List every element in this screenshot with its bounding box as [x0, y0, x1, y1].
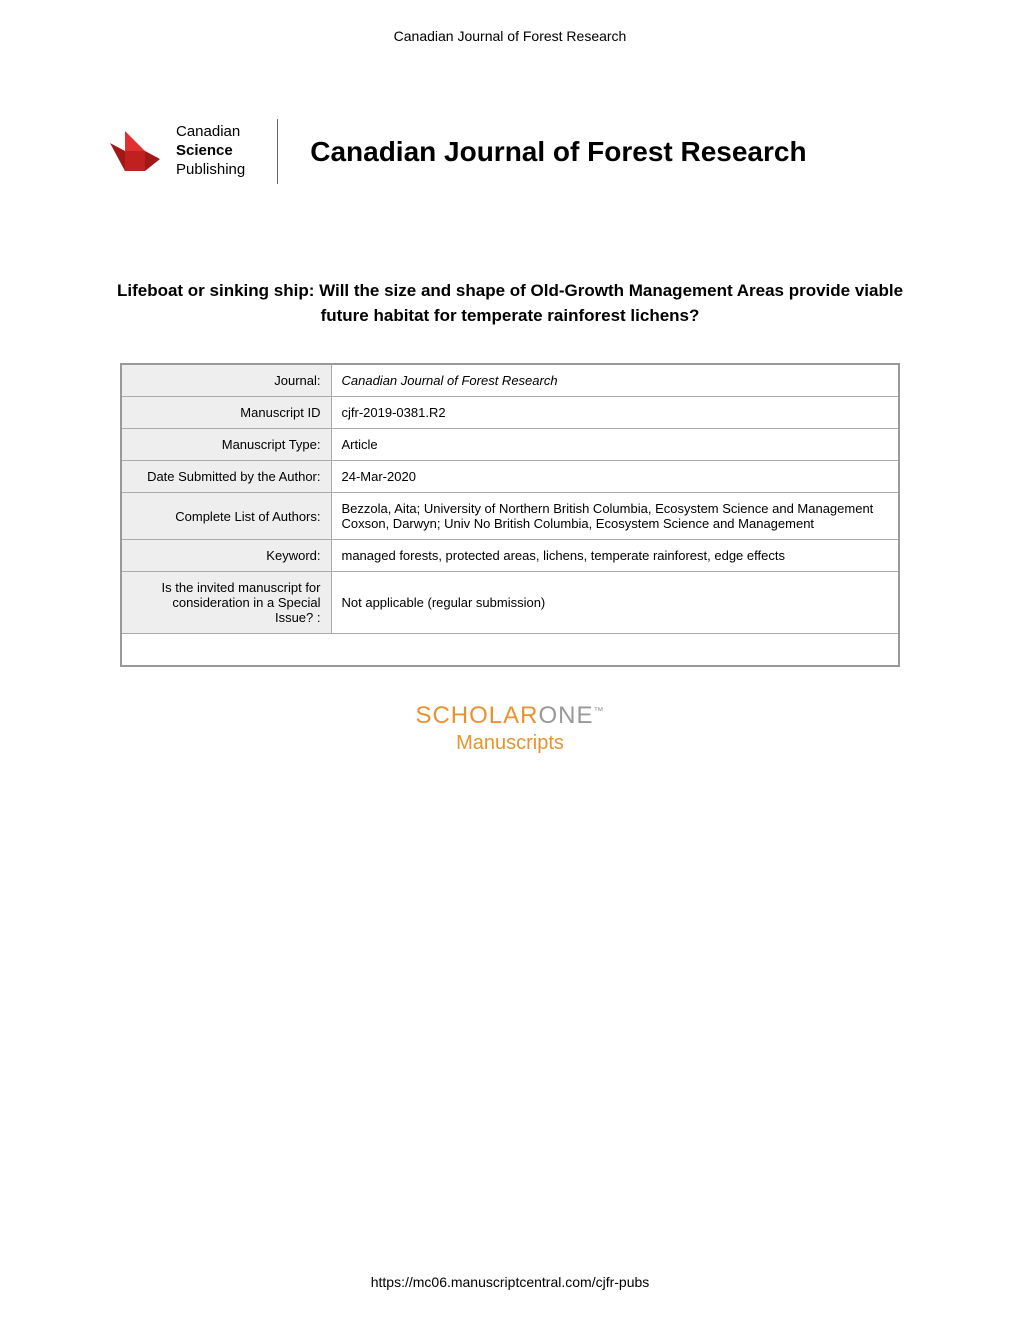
metadata-label: Date Submitted by the Author: — [121, 461, 331, 493]
scholarone-part2: ONE — [539, 702, 594, 729]
logo-divider — [277, 119, 278, 184]
scholarone-part1: SCHOLAR — [415, 702, 538, 729]
table-row: Complete List of Authors:Bezzola, Aita; … — [121, 493, 899, 540]
table-row: Keyword:managed forests, protected areas… — [121, 540, 899, 572]
table-row-empty — [121, 634, 899, 666]
header-journal-name: Canadian Journal of Forest Research — [394, 28, 627, 44]
metadata-value: 24-Mar-2020 — [331, 461, 899, 493]
metadata-value: Bezzola, Aita; University of Northern Br… — [331, 493, 899, 540]
table-row: Journal:Canadian Journal of Forest Resea… — [121, 364, 899, 397]
metadata-label: Complete List of Authors: — [121, 493, 331, 540]
metadata-value: Not applicable (regular submission) — [331, 572, 899, 634]
scholarone-subtitle: Manuscripts — [0, 732, 1020, 755]
publisher-logo: Canadian Science Publishing — [110, 123, 245, 181]
publisher-logo-text: Canadian Science Publishing — [176, 123, 245, 179]
publisher-logo-icon — [110, 123, 168, 181]
metadata-label: Manuscript Type: — [121, 429, 331, 461]
metadata-value: managed forests, protected areas, lichen… — [331, 540, 899, 572]
page-header: Canadian Journal of Forest Research — [0, 0, 1020, 44]
journal-title-large: Canadian Journal of Forest Research — [310, 136, 806, 168]
scholarone-tm: ™ — [594, 706, 605, 717]
metadata-value: Canadian Journal of Forest Research — [331, 364, 899, 397]
metadata-table: Journal:Canadian Journal of Forest Resea… — [120, 363, 900, 667]
footer-url: https://mc06.manuscriptcentral.com/cjfr-… — [371, 1274, 650, 1290]
article-title: Lifeboat or sinking ship: Will the size … — [110, 279, 910, 328]
metadata-label: Journal: — [121, 364, 331, 397]
page-footer: https://mc06.manuscriptcentral.com/cjfr-… — [0, 1274, 1020, 1290]
table-row: Manuscript Type:Article — [121, 429, 899, 461]
table-row: Manuscript IDcjfr-2019-0381.R2 — [121, 397, 899, 429]
metadata-label: Manuscript ID — [121, 397, 331, 429]
metadata-label: Keyword: — [121, 540, 331, 572]
table-row: Is the invited manuscript for considerat… — [121, 572, 899, 634]
metadata-label: Is the invited manuscript for considerat… — [121, 572, 331, 634]
publisher-line2: Science — [176, 142, 245, 161]
scholarone-title: SCHOLARONE™ — [0, 702, 1020, 730]
scholarone-logo: SCHOLARONE™ Manuscripts — [0, 702, 1020, 755]
logo-section: Canadian Science Publishing Canadian Jou… — [110, 119, 1020, 184]
publisher-line1: Canadian — [176, 123, 245, 142]
table-row: Date Submitted by the Author:24-Mar-2020 — [121, 461, 899, 493]
empty-cell — [121, 634, 899, 666]
publisher-line3: Publishing — [176, 161, 245, 180]
metadata-value: cjfr-2019-0381.R2 — [331, 397, 899, 429]
metadata-value: Article — [331, 429, 899, 461]
